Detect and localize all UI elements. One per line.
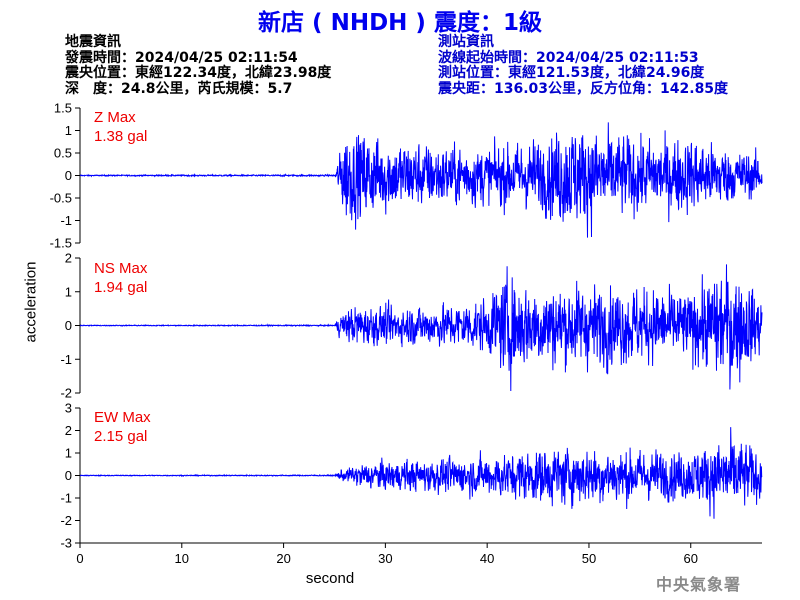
y-tick-label-z: 1.5 xyxy=(54,101,72,116)
ew-max-value: 2.15 gal xyxy=(94,428,148,445)
y-tick-label-z: -0.5 xyxy=(50,191,72,206)
x-tick-label: 30 xyxy=(378,551,392,566)
earthquake-depth-magnitude: 深 度：24.8公里，芮氏規模：5.7 xyxy=(65,80,293,97)
x-axis-label: second xyxy=(305,570,355,587)
title-station-code: ( NHDH ) xyxy=(312,10,426,36)
title-intensity: 震度：1級 xyxy=(433,10,542,36)
z-max-label: Z Max 1.38 gal xyxy=(94,108,147,146)
chart-title: 新店 ( NHDH ) 震度：1級 xyxy=(0,3,800,37)
ns-max-value: 1.94 gal xyxy=(94,279,148,296)
y-tick-label-ns: -2 xyxy=(60,386,72,401)
y-tick-label-ns: 0 xyxy=(65,318,72,333)
y-tick-label-z: 0.5 xyxy=(54,146,72,161)
y-tick-label-ew: -3 xyxy=(60,536,72,551)
y-tick-label-z: -1 xyxy=(60,213,72,228)
z-max-value: 1.38 gal xyxy=(94,128,148,145)
y-tick-label-ns: 1 xyxy=(65,284,72,299)
earthquake-time: 發震時間：2024/04/25 02:11:54 xyxy=(65,49,298,66)
y-tick-label-ew: 1 xyxy=(65,446,72,461)
y-tick-label-ns: -1 xyxy=(60,352,72,367)
z-max-title: Z Max xyxy=(94,109,136,126)
agency-credit: 中央氣象署 xyxy=(656,575,742,594)
earthquake-info-heading: 地震資訊 xyxy=(65,34,121,50)
y-tick-label-ew: 3 xyxy=(65,401,72,416)
x-tick-label: 40 xyxy=(480,551,494,566)
x-tick-label: 50 xyxy=(582,551,596,566)
ns-max-title: NS Max xyxy=(94,260,148,277)
ew-max-title: EW Max xyxy=(94,409,151,426)
y-tick-label-ew: -2 xyxy=(60,513,72,528)
ns-max-label: NS Max 1.94 gal xyxy=(94,259,147,297)
earthquake-epicenter: 震央位置：東經122.34度，北緯23.98度 xyxy=(65,65,332,81)
earthquake-info: 地震資訊 發震時間：2024/04/25 02:11:54 震央位置：東經122… xyxy=(65,34,332,97)
y-axis-label: acceleration xyxy=(22,261,40,343)
ew-max-label: EW Max 2.15 gal xyxy=(94,408,151,446)
x-tick-label: 10 xyxy=(175,551,189,566)
x-tick-label: 0 xyxy=(76,551,83,566)
y-tick-label-ew: 2 xyxy=(65,423,72,438)
y-tick-label-z: 1 xyxy=(65,123,72,138)
y-tick-label-z: -1.5 xyxy=(50,236,72,251)
station-info: 測站資訊 波線起始時間：2024/04/25 02:11:53 測站位置：東經1… xyxy=(438,34,729,97)
title-station-name: 新店 xyxy=(258,10,305,36)
trace-ew xyxy=(79,427,763,519)
y-tick-label-ew: -1 xyxy=(60,491,72,506)
y-tick-label-z: 0 xyxy=(65,168,72,183)
y-tick-label-ew: 0 xyxy=(65,468,72,483)
y-tick-label-ns: 2 xyxy=(65,251,72,266)
trace-ns xyxy=(80,264,763,392)
trace-z xyxy=(79,122,763,238)
x-tick-label: 20 xyxy=(276,551,290,566)
station-location: 測站位置：東經121.53度，北緯24.96度 xyxy=(438,65,705,81)
station-info-heading: 測站資訊 xyxy=(438,34,494,50)
station-wave-start: 波線起始時間：2024/04/25 02:11:53 xyxy=(438,49,699,66)
station-distance-azimuth: 震央距：136.03公里，反方位角：142.85度 xyxy=(438,80,729,97)
x-tick-label: 60 xyxy=(684,551,698,566)
